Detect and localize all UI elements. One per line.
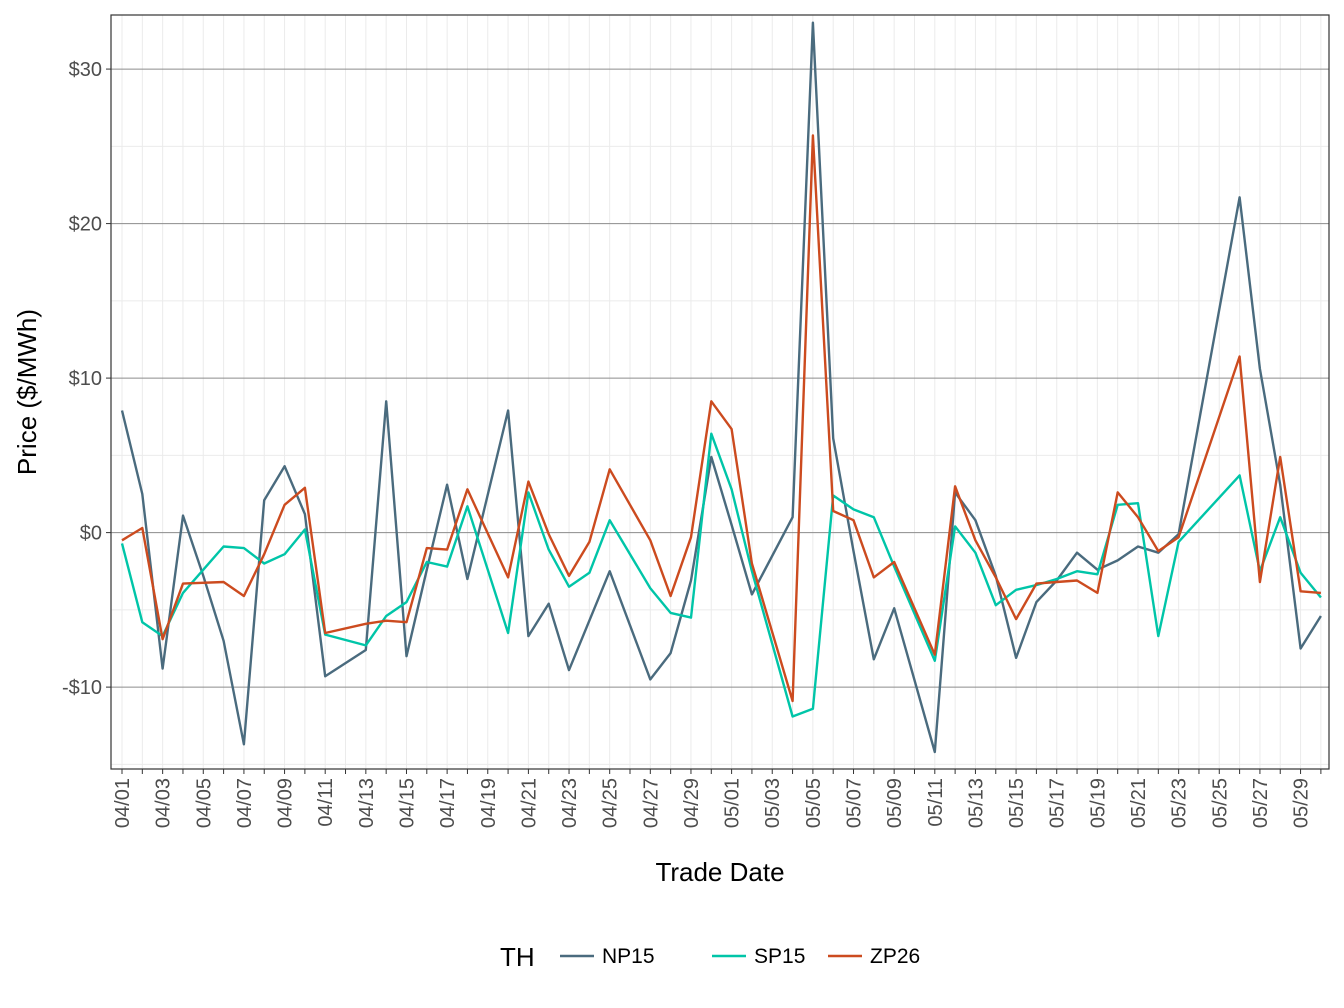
x-tick-label: 05/23 [1169,778,1191,828]
x-tick-label: 05/25 [1209,778,1231,828]
x-tick-label: 04/01 [112,778,134,828]
x-tick-label: 04/21 [518,778,540,828]
y-tick-label: $10 [69,368,102,390]
x-tick-label: 04/27 [640,778,662,828]
series-lines [120,21,1322,754]
x-axis-title: Trade Date [655,857,784,887]
legend-label-zp26: ZP26 [870,945,920,968]
x-tick-label: 05/11 [925,778,947,827]
x-tick-label: 04/09 [275,778,297,828]
x-tick-label: 05/01 [722,778,744,828]
legend-label-np15: NP15 [602,945,655,968]
x-tick-label: 04/25 [600,778,622,828]
y-axis: -$10 $0 $10 $20 $30 [62,59,111,699]
x-tick-label: 05/21 [1128,778,1150,828]
x-tick-label: 04/29 [681,778,703,828]
x-tick-label: 05/15 [1006,778,1028,828]
y-tick-label: -$10 [62,677,102,699]
x-tick-label: 05/19 [1087,778,1109,828]
y-axis-title: Price ($/MWh) [12,309,42,475]
y-tick-label: $30 [69,59,102,81]
y-tick-label: $0 [80,523,102,545]
series-line-sp15 [120,432,1322,718]
x-tick-label: 05/17 [1047,778,1069,828]
legend-title: TH [500,942,535,972]
x-tick-label: 05/29 [1291,778,1313,828]
series-line-zp26 [121,134,1321,703]
x-tick-label: 05/13 [965,778,987,828]
x-tick-label: 04/15 [396,778,418,828]
legend-label-sp15: SP15 [754,945,805,968]
x-tick-label: 05/27 [1250,778,1272,828]
series-line-np15 [120,21,1322,754]
minor-gridlines [111,15,1329,769]
major-gridlines [111,68,1329,688]
legend: TH NP15 SP15 ZP26 [500,942,920,972]
x-axis: 04/01 04/03 04/05 04/07 04/09 04/11 04/13 04/15… [112,769,1322,828]
x-tick-label: 04/19 [478,778,500,828]
x-tick-label: 05/03 [762,778,784,828]
x-tick-label: 04/03 [153,778,175,828]
x-tick-label: 04/23 [559,778,581,828]
x-tick-label: 04/07 [234,778,256,828]
x-tick-label: 04/11 [315,778,337,827]
x-tick-label: 04/13 [356,778,378,828]
y-tick-label: $20 [69,214,102,236]
x-tick-label: 05/05 [803,778,825,828]
x-tick-label: 05/09 [884,778,906,828]
plot-panel-border [110,14,1330,770]
x-tick-label: 04/05 [193,778,215,828]
x-tick-label: 05/07 [844,778,866,828]
x-tick-label: 04/17 [437,778,459,828]
